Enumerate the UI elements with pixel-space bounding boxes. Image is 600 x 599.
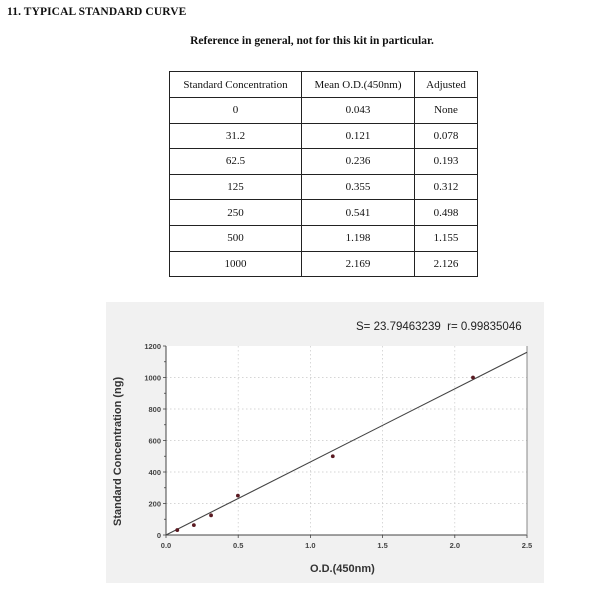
cell-mean-od: 0.043 <box>301 97 415 124</box>
subtitle: Reference in general, not for this kit i… <box>190 35 434 47</box>
cell-adjusted: 2.126 <box>414 250 478 278</box>
table-row: 1000 2.169 2.126 <box>169 250 478 278</box>
cell-mean-od: 0.236 <box>301 148 415 175</box>
data-point <box>191 523 196 528</box>
x-tick-label: 1.5 <box>377 541 387 550</box>
cell-concentration: 1000 <box>169 250 302 278</box>
cell-adjusted: 0.498 <box>414 199 478 226</box>
regression-stats: S= 23.79463239 r= 0.99835046 <box>356 321 522 333</box>
y-tick-label: 600 <box>148 437 161 446</box>
table-row: 500 1.198 1.155 <box>169 224 478 252</box>
grid-lines <box>166 346 527 535</box>
x-tick-label: 2.5 <box>522 541 532 550</box>
data-point <box>175 528 180 532</box>
y-tick-label: 400 <box>148 468 161 477</box>
y-tick-label: 200 <box>148 500 161 509</box>
cell-mean-od: 1.198 <box>301 224 415 252</box>
cell-adjusted: None <box>414 97 478 124</box>
cell-concentration: 0 <box>169 97 302 124</box>
fit-line <box>165 351 528 536</box>
data-points <box>175 375 475 532</box>
cell-mean-od: 2.169 <box>301 250 415 278</box>
y-tick-labels: 0 200 400 600 800 1000 1200 <box>144 342 161 540</box>
section-title: 11. TYPICAL STANDARD CURVE <box>7 6 187 18</box>
cell-adjusted: 1.155 <box>414 224 478 252</box>
y-tick-label: 1000 <box>144 374 161 383</box>
table-row: 250 0.541 0.498 <box>169 199 478 226</box>
data-point <box>330 454 335 459</box>
column-header: Adjusted <box>414 71 478 98</box>
column-header: Standard Concentration <box>169 71 302 98</box>
table-row: 125 0.355 0.312 <box>169 173 478 201</box>
data-point <box>209 513 213 518</box>
tick-marks <box>163 345 528 538</box>
x-tick-label: 2.0 <box>450 541 460 550</box>
standard-concentration-table: Standard Concentration Mean O.D.(450nm) … <box>169 71 478 278</box>
cell-concentration: 62.5 <box>169 148 302 175</box>
cell-concentration: 250 <box>169 199 302 226</box>
cell-adjusted: 0.193 <box>414 148 478 175</box>
table-header-row: Standard Concentration Mean O.D.(450nm) … <box>169 71 478 98</box>
cell-mean-od: 0.355 <box>301 173 415 201</box>
data-point <box>471 375 475 380</box>
x-tick-labels: 0.0 0.5 1.0 1.5 2.0 2.5 <box>161 541 532 550</box>
x-tick-label: 1.0 <box>305 541 315 550</box>
cell-adjusted: 0.312 <box>414 173 478 201</box>
cell-mean-od: 0.541 <box>301 199 415 226</box>
x-axis-label: O.D.(450nm) <box>310 563 375 575</box>
y-axis-label: Standard Concentration (ng) <box>112 376 124 526</box>
y-tick-label: 0 <box>157 531 161 540</box>
y-tick-label: 800 <box>148 405 161 414</box>
data-point <box>236 493 240 498</box>
x-tick-label: 0.0 <box>161 541 171 550</box>
table-row: 62.5 0.236 0.193 <box>169 148 478 175</box>
table-row: 0 0.043 None <box>169 97 478 124</box>
x-tick-label: 0.5 <box>233 541 243 550</box>
cell-adjusted: 0.078 <box>414 122 478 150</box>
y-tick-label: 1200 <box>144 342 161 351</box>
column-header: Mean O.D.(450nm) <box>301 71 415 98</box>
